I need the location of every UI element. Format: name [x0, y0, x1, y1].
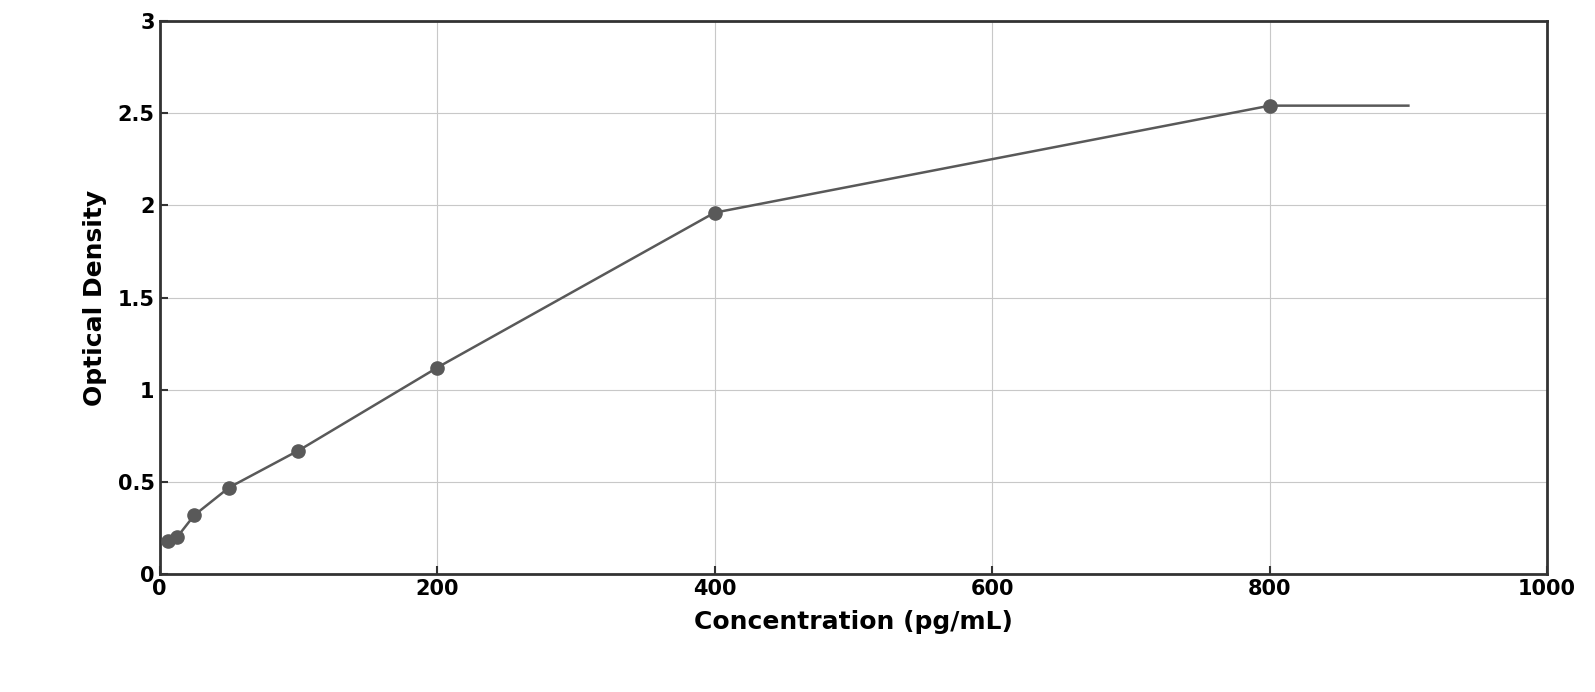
Point [155, 536, 180, 547]
Point [702, 207, 727, 218]
Point [217, 482, 242, 493]
Point [1257, 100, 1282, 111]
X-axis label: Concentration (pg/mL): Concentration (pg/mL) [694, 610, 1013, 635]
Point [424, 362, 450, 373]
Point [182, 510, 207, 521]
Point [164, 532, 190, 543]
Point [286, 445, 311, 456]
Y-axis label: Optical Density: Optical Density [83, 190, 107, 406]
